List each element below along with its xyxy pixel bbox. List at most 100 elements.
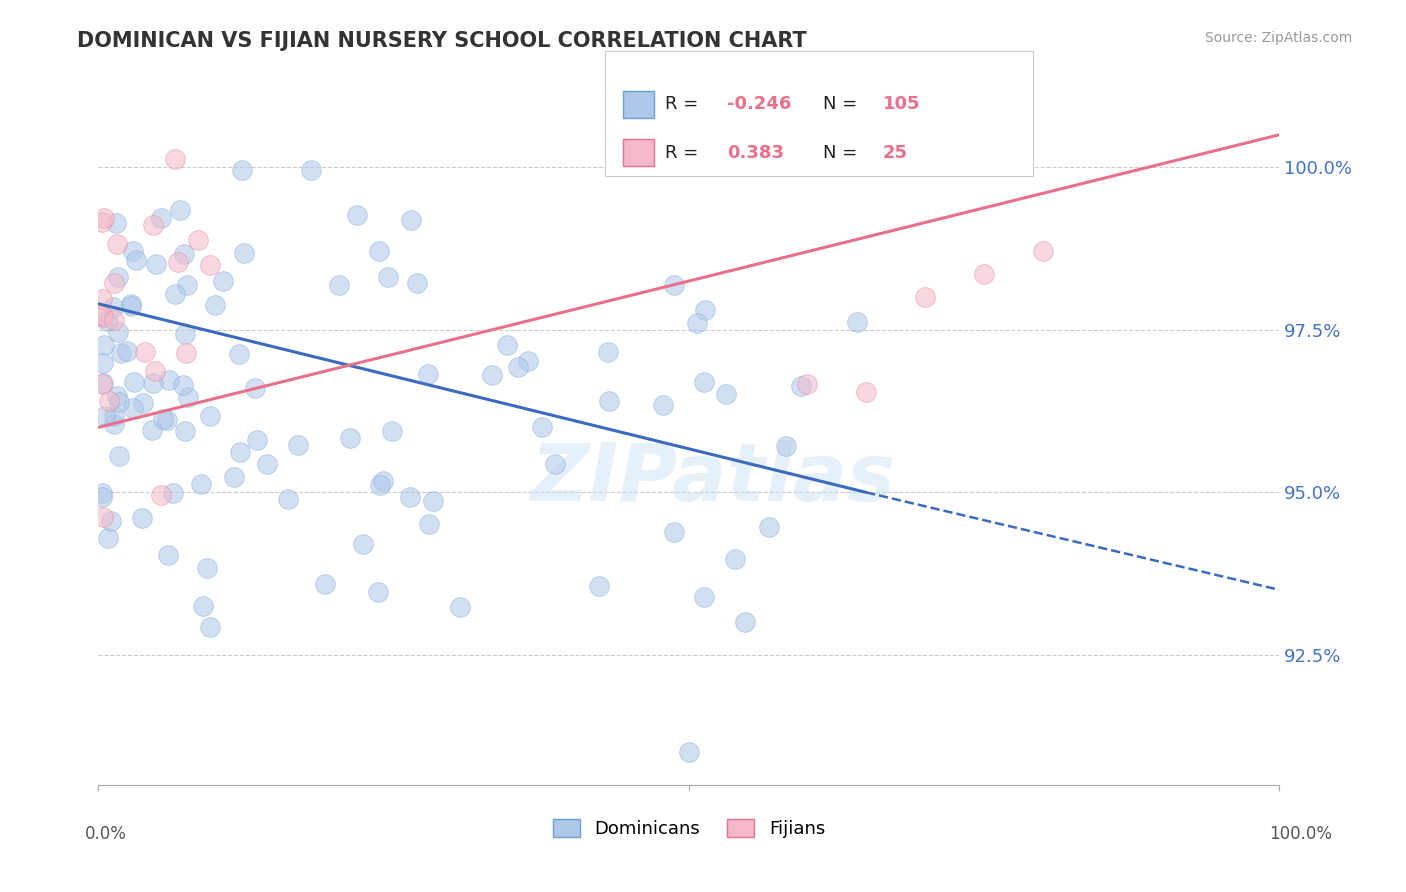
- Point: [107, 325, 129, 339]
- Text: 25: 25: [883, 144, 908, 161]
- Point: [855, 385, 877, 400]
- Point: [198, 409, 221, 424]
- Point: [172, 377, 194, 392]
- Point: [371, 474, 394, 488]
- Point: [243, 381, 266, 395]
- Point: [796, 376, 818, 391]
- Point: [173, 247, 195, 261]
- Point: [401, 212, 423, 227]
- Point: [598, 344, 620, 359]
- Text: DOMINICAN VS FIJIAN NURSERY SCHOOL CORRELATION CHART: DOMINICAN VS FIJIAN NURSERY SCHOOL CORRE…: [77, 31, 807, 51]
- Point: [353, 537, 375, 551]
- Point: [131, 511, 153, 525]
- Text: -0.246: -0.246: [727, 95, 792, 113]
- Text: 0.0%: 0.0%: [84, 825, 127, 843]
- Point: [418, 368, 440, 382]
- Point: [190, 476, 212, 491]
- Point: [914, 290, 936, 304]
- Point: [94, 409, 117, 424]
- Point: [277, 491, 299, 506]
- Point: [693, 590, 716, 604]
- Point: [174, 326, 197, 341]
- Text: R =: R =: [665, 144, 704, 161]
- Point: [134, 345, 156, 359]
- Point: [339, 431, 361, 445]
- Point: [93, 338, 115, 352]
- Text: R =: R =: [665, 95, 704, 113]
- Text: 100.0%: 100.0%: [1270, 825, 1331, 843]
- Point: [97, 394, 120, 409]
- Point: [132, 396, 155, 410]
- Point: [651, 398, 673, 412]
- Point: [246, 433, 269, 447]
- Point: [145, 257, 167, 271]
- Text: 105: 105: [883, 95, 921, 113]
- Point: [152, 411, 174, 425]
- Point: [724, 552, 747, 566]
- Point: [758, 519, 780, 533]
- Point: [96, 313, 118, 327]
- Point: [506, 360, 529, 375]
- Point: [167, 254, 190, 268]
- Point: [231, 163, 253, 178]
- Point: [496, 338, 519, 352]
- Point: [845, 315, 868, 329]
- Point: [110, 346, 132, 360]
- Point: [588, 579, 610, 593]
- Point: [162, 485, 184, 500]
- Point: [198, 258, 221, 272]
- Point: [165, 153, 187, 167]
- Text: 0.383: 0.383: [727, 144, 785, 161]
- Point: [105, 237, 128, 252]
- Point: [150, 211, 173, 225]
- Point: [91, 376, 114, 391]
- Point: [103, 276, 125, 290]
- Point: [367, 585, 389, 599]
- Point: [122, 375, 145, 389]
- Point: [200, 620, 222, 634]
- Point: [157, 373, 180, 387]
- Point: [422, 494, 444, 508]
- Point: [544, 458, 567, 472]
- Text: N =: N =: [823, 95, 862, 113]
- Point: [481, 368, 503, 383]
- Point: [173, 424, 195, 438]
- Point: [103, 417, 125, 431]
- Point: [142, 376, 165, 391]
- Point: [531, 419, 554, 434]
- Legend: Dominicans, Fijians: Dominicans, Fijians: [546, 812, 832, 846]
- Point: [156, 549, 179, 563]
- Point: [91, 292, 114, 306]
- Point: [105, 216, 128, 230]
- Point: [124, 253, 146, 268]
- Point: [101, 300, 124, 314]
- Point: [143, 364, 166, 378]
- Point: [647, 157, 669, 171]
- Point: [121, 401, 143, 416]
- Point: [115, 344, 138, 359]
- Point: [662, 524, 685, 539]
- Point: [103, 312, 125, 326]
- Point: [775, 438, 797, 452]
- Point: [256, 457, 278, 471]
- Point: [191, 599, 214, 613]
- Point: [228, 347, 250, 361]
- Point: [121, 244, 143, 258]
- Point: [211, 274, 233, 288]
- Point: [91, 310, 114, 325]
- Point: [91, 356, 114, 370]
- Point: [222, 470, 245, 484]
- Point: [177, 390, 200, 404]
- Point: [789, 379, 811, 393]
- Point: [664, 278, 686, 293]
- Point: [176, 277, 198, 292]
- Point: [328, 277, 350, 292]
- Point: [228, 444, 250, 458]
- Point: [91, 376, 114, 390]
- Point: [97, 531, 120, 545]
- Point: [346, 208, 368, 222]
- Point: [714, 387, 737, 401]
- Point: [93, 211, 115, 226]
- Point: [693, 376, 716, 390]
- Text: Source: ZipAtlas.com: Source: ZipAtlas.com: [1205, 31, 1353, 45]
